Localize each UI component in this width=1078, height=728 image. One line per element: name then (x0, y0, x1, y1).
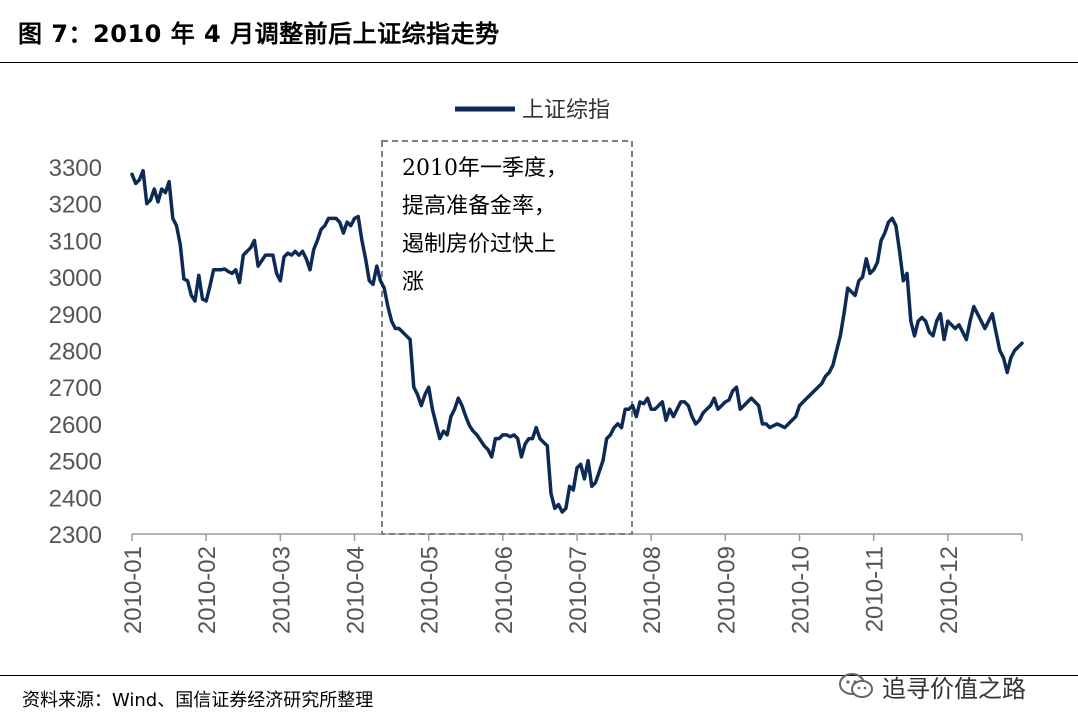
x-tick-label: 2010-10 (788, 546, 815, 634)
annotation-line: 涨 (402, 270, 425, 295)
x-tick-label: 2010-09 (713, 546, 740, 634)
wechat-icon (838, 672, 874, 700)
y-tick-label: 2500 (49, 449, 102, 476)
x-tick-label: 2010-04 (343, 546, 370, 634)
annotation-line: 遏制房价过快上 (402, 232, 557, 257)
y-tick-label: 3000 (49, 265, 102, 292)
y-tick-label: 2400 (49, 485, 102, 512)
title-divider (0, 62, 1078, 63)
series-line-shanghai-composite (130, 168, 1024, 514)
annotation-line: 提高准备金率， (402, 194, 557, 219)
x-tick-label: 2010-03 (268, 546, 295, 634)
x-tick-label: 2010-11 (862, 546, 889, 632)
chart-legend: 上证综指 (455, 98, 610, 123)
x-tick-label: 2010-02 (194, 546, 221, 634)
x-tick-label: 2010-06 (491, 546, 518, 634)
legend-label: 上证综指 (522, 98, 610, 123)
y-tick-label: 2800 (49, 339, 102, 366)
x-tick-label: 2010-05 (417, 546, 444, 634)
y-tick-label: 2300 (49, 522, 102, 549)
annotation-text: 2010年一季度， 提高准备金率， 遏制房价过快上 涨 (402, 150, 622, 302)
y-tick-label: 2700 (49, 375, 102, 402)
y-tick-label: 2900 (49, 302, 102, 329)
x-tick-label: 2010-01 (120, 546, 147, 634)
watermark: 追寻价值之路 (838, 666, 1058, 706)
x-axis: 2010-01 2010-02 2010-03 2010-04 2010-05 2010-… (120, 533, 1023, 634)
y-axis: 3300 3200 3100 3000 2900 2800 2700 2600 2500 2400… (49, 155, 102, 549)
page-title: 图 7：2010 年 4 月调整前后上证综指走势 (18, 20, 500, 48)
y-tick-label: 3300 (49, 155, 102, 182)
x-tick-label: 2010-12 (936, 546, 963, 634)
footer-divider (0, 675, 1078, 676)
x-tick-label: 2010-08 (639, 546, 666, 634)
line-chart: 上证综指 3300 3200 3100 3000 2900 2800 2700 2600 250… (49, 98, 1024, 634)
annotation-line: 2010年一季度， (402, 156, 568, 181)
x-tick-label: 2010-07 (565, 546, 592, 634)
y-tick-label: 3100 (49, 228, 102, 255)
annotation-box (381, 140, 633, 535)
y-tick-label: 3200 (49, 192, 102, 219)
y-tick-label: 2600 (49, 412, 102, 439)
watermark-text: 追寻价值之路 (882, 674, 1026, 703)
source-note: 资料来源：Wind、国信证券经济研究所整理 (22, 690, 374, 711)
